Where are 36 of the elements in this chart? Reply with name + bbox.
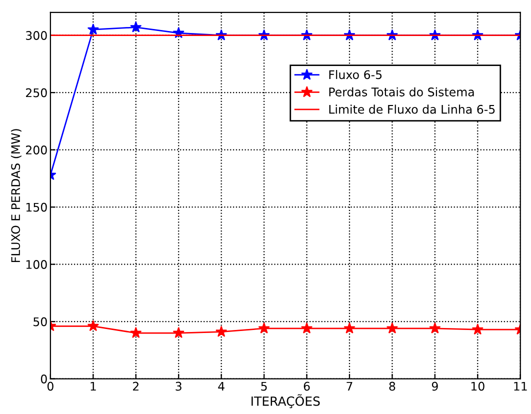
legend-label: Limite de Fluxo da Linha 6-5	[329, 104, 495, 114]
point	[472, 324, 484, 335]
y-tick-label: 300	[26, 31, 47, 40]
point	[172, 326, 184, 338]
x-axis-title: ITERAÇÕES	[252, 394, 320, 408]
point	[258, 322, 270, 334]
point	[300, 322, 313, 334]
point	[344, 322, 356, 334]
point	[429, 322, 441, 334]
x-tick-label: 10	[471, 382, 484, 391]
y-tick-label: 250	[26, 88, 47, 98]
y-tick-label: 0	[40, 374, 47, 384]
x-tick-label: 4	[218, 382, 224, 391]
point	[130, 21, 142, 32]
point	[87, 320, 99, 332]
legend-label: Fluxo 6-5	[329, 70, 382, 80]
point	[386, 322, 398, 334]
point	[130, 326, 142, 338]
x-tick-label: 0	[47, 382, 54, 391]
x-tick-label: 5	[261, 382, 267, 391]
y-tick-label: 150	[26, 202, 47, 212]
x-tick-label: 2	[132, 382, 138, 391]
y-tick-label: 200	[26, 146, 47, 154]
point	[216, 326, 228, 337]
x-tick-label: 11	[514, 382, 527, 391]
x-tick-label: 7	[346, 382, 352, 391]
point	[87, 24, 99, 35]
x-tick-label: 8	[389, 382, 396, 391]
x-tick-label: 3	[176, 382, 182, 391]
y-tick-label: 50	[34, 317, 47, 326]
y-tick-label: 100	[26, 260, 47, 269]
x-tick-label: 1	[90, 382, 96, 391]
legend-label: Perdas Totais do Sistema	[329, 87, 474, 96]
y-axis-title: FLUXO E PERDAS (MW)	[10, 129, 22, 262]
x-tick-label: 6	[304, 382, 310, 391]
x-tick-label: 9	[432, 382, 438, 391]
